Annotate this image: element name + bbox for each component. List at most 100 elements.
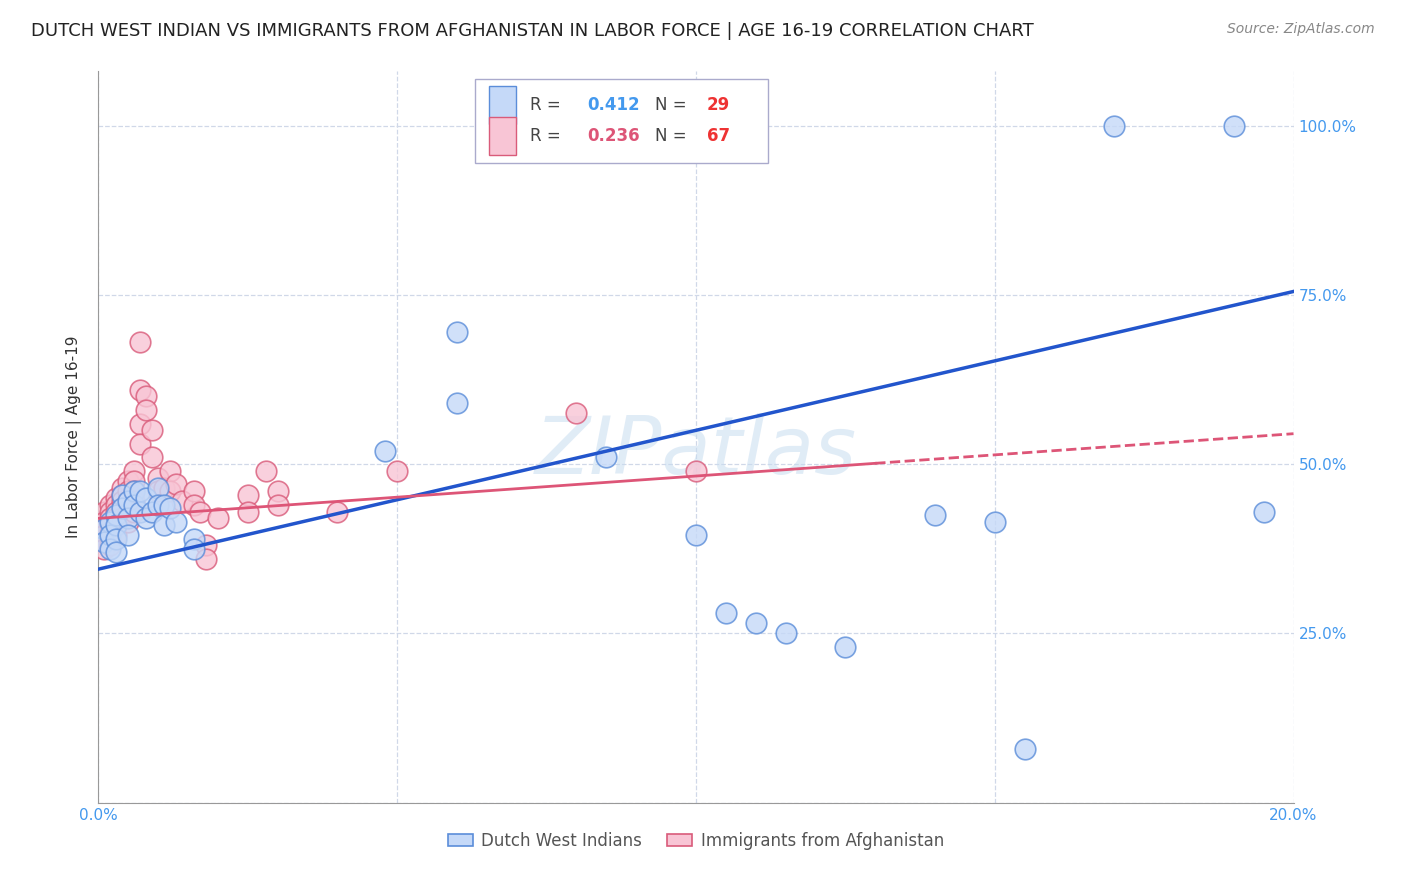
Point [124,474,146,488]
Point [117,515,139,529]
FancyBboxPatch shape [475,78,768,163]
Point [159,484,181,499]
Point [117,484,139,499]
Point [93,505,115,519]
Point [98,505,122,519]
Point [124,464,146,478]
Point [148,484,170,499]
Point [117,494,139,508]
Point [117,511,139,525]
Point [135,511,157,525]
Text: Source: ZipAtlas.com: Source: ZipAtlas.com [1227,22,1375,37]
Point [124,505,146,519]
Point [93,521,115,535]
Point [172,494,194,508]
Point [775,626,797,640]
Point [93,535,115,549]
Point [135,389,157,403]
Point [446,396,468,410]
Point [1104,119,1126,133]
Text: R =: R = [530,96,565,114]
Point [267,484,290,499]
Point [98,518,122,533]
FancyBboxPatch shape [489,86,516,124]
Point [98,541,122,556]
Point [153,498,176,512]
Point [183,498,205,512]
Point [105,518,128,533]
Point [111,494,134,508]
Point [153,518,176,533]
Point [326,505,349,519]
Point [117,505,139,519]
Text: DUTCH WEST INDIAN VS IMMIGRANTS FROM AFGHANISTAN IN LABOR FORCE | AGE 16-19 CORR: DUTCH WEST INDIAN VS IMMIGRANTS FROM AFG… [31,22,1033,40]
Point [183,532,205,546]
Text: 67: 67 [707,128,730,145]
Point [98,515,122,529]
Text: N =: N = [655,96,692,114]
Text: 0.236: 0.236 [588,128,640,145]
Point [148,498,170,512]
Point [98,532,122,546]
Text: 0.412: 0.412 [588,96,640,114]
Point [111,488,134,502]
Text: ZIPatlas: ZIPatlas [534,413,858,491]
Point [98,538,122,552]
Point [98,524,122,539]
Point [93,528,115,542]
Point [195,552,218,566]
Point [124,494,146,508]
Point [111,481,134,495]
Point [188,505,211,519]
Point [105,498,128,512]
Point [685,464,707,478]
Point [159,501,181,516]
Point [105,505,128,519]
Point [148,471,170,485]
Point [1223,119,1246,133]
Point [565,406,588,420]
Point [129,437,152,451]
Text: R =: R = [530,128,565,145]
Point [105,518,128,533]
Point [714,606,737,620]
Point [374,443,396,458]
Point [924,508,946,522]
Point [141,505,163,519]
Point [111,501,134,516]
Point [105,511,128,525]
Point [117,474,139,488]
Point [124,484,146,499]
Point [165,515,187,529]
Point [98,511,122,525]
Text: N =: N = [655,128,692,145]
Point [124,484,146,499]
Point [135,403,157,417]
Point [183,484,205,499]
Point [105,508,128,522]
Point [93,541,115,556]
Point [129,383,152,397]
Point [148,481,170,495]
Point [129,484,152,499]
Point [183,541,205,556]
Point [93,535,115,549]
Point [745,616,768,631]
Point [254,464,277,478]
Point [446,325,468,339]
Y-axis label: In Labor Force | Age 16-19: In Labor Force | Age 16-19 [66,335,83,539]
Point [135,491,157,505]
Legend: Dutch West Indians, Immigrants from Afghanistan: Dutch West Indians, Immigrants from Afgh… [441,825,950,856]
Point [236,488,259,502]
Point [98,528,122,542]
Point [267,498,290,512]
Point [195,538,218,552]
Point [207,511,229,525]
Point [117,494,139,508]
Point [153,481,176,495]
Point [129,335,152,350]
Point [105,532,128,546]
Point [117,528,139,542]
Point [111,488,134,502]
Point [595,450,617,465]
